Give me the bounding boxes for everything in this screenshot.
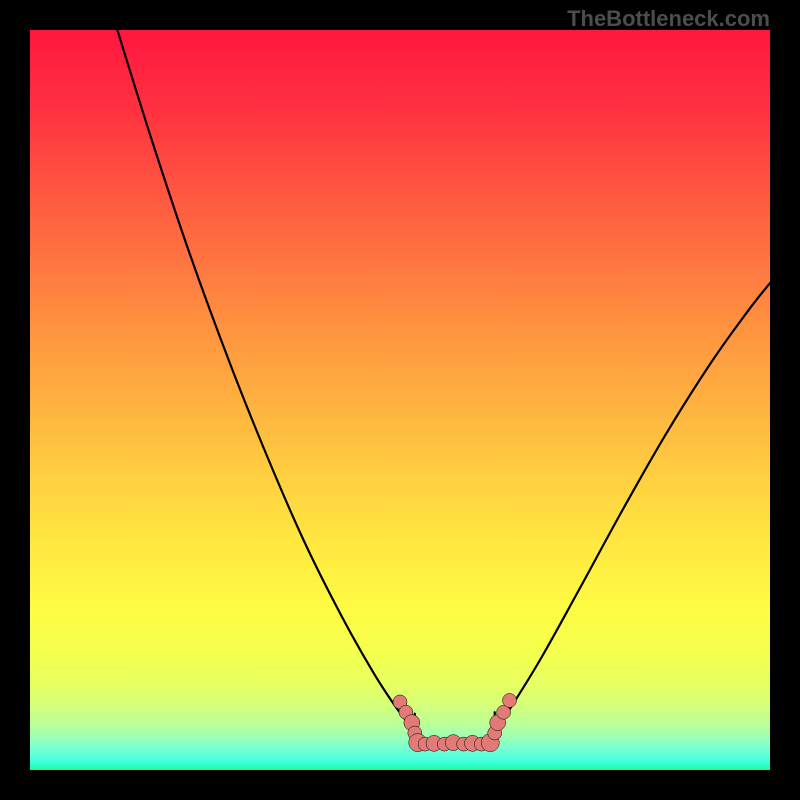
- chart-container: TheBottleneck.com: [0, 0, 800, 800]
- watermark-text: TheBottleneck.com: [567, 6, 770, 32]
- gradient-plot-area: [30, 30, 770, 770]
